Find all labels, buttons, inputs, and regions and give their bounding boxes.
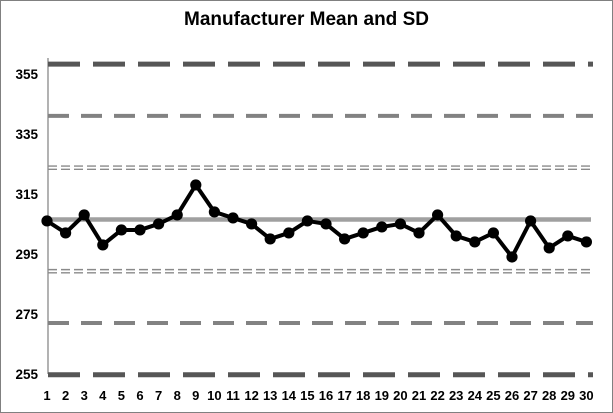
data-point-1 — [41, 215, 53, 227]
x-tick-label: 19 — [375, 388, 389, 403]
data-point-24 — [469, 236, 481, 248]
x-tick-label: 4 — [99, 388, 107, 403]
data-point-9 — [190, 179, 202, 191]
x-tick-label: 2 — [62, 388, 69, 403]
data-point-25 — [487, 227, 499, 239]
x-tick-label: 30 — [579, 388, 593, 403]
x-tick-label: 22 — [430, 388, 444, 403]
data-point-14 — [283, 227, 295, 239]
data-point-2 — [60, 227, 72, 239]
y-tick-label: 355 — [15, 67, 38, 82]
data-point-21 — [413, 227, 425, 239]
x-tick-label: 10 — [207, 388, 221, 403]
data-point-20 — [394, 218, 406, 230]
x-tick-label: 20 — [393, 388, 407, 403]
x-tick-label: 28 — [542, 388, 556, 403]
x-tick-label: 12 — [244, 388, 258, 403]
data-point-17 — [339, 233, 351, 245]
data-point-13 — [264, 233, 276, 245]
y-tick-label: 335 — [15, 127, 38, 142]
x-tick-label: 29 — [561, 388, 575, 403]
data-point-11 — [227, 212, 239, 224]
y-tick-label: 275 — [15, 307, 38, 322]
y-tick-label: 255 — [15, 367, 38, 382]
data-point-15 — [301, 215, 313, 227]
data-point-6 — [134, 224, 146, 236]
x-tick-label: 26 — [505, 388, 519, 403]
x-tick-label: 9 — [192, 388, 199, 403]
y-tick-label: 315 — [15, 187, 38, 202]
data-point-23 — [450, 230, 462, 242]
x-tick-label: 6 — [136, 388, 143, 403]
data-point-3 — [78, 209, 90, 221]
x-tick-label: 17 — [337, 388, 351, 403]
data-point-29 — [562, 230, 574, 242]
x-tick-label: 25 — [486, 388, 500, 403]
data-point-19 — [376, 221, 388, 233]
x-tick-label: 5 — [118, 388, 125, 403]
data-point-28 — [543, 242, 555, 254]
y-tick-label: 295 — [15, 247, 38, 262]
data-point-10 — [208, 206, 220, 218]
x-tick-label: 11 — [226, 388, 240, 403]
data-point-7 — [153, 218, 165, 230]
x-tick-label: 15 — [300, 388, 314, 403]
x-tick-label: 21 — [412, 388, 426, 403]
data-point-27 — [525, 215, 537, 227]
data-point-18 — [357, 227, 369, 239]
data-point-8 — [171, 209, 183, 221]
x-tick-label: 1 — [43, 388, 50, 403]
data-point-12 — [246, 218, 258, 230]
data-point-26 — [506, 251, 518, 263]
x-tick-label: 16 — [319, 388, 333, 403]
chart-title: Manufacturer Mean and SD — [184, 9, 429, 30]
x-tick-label: 13 — [263, 388, 277, 403]
x-tick-label: 3 — [81, 388, 88, 403]
x-tick-label: 24 — [468, 388, 483, 403]
x-tick-label: 7 — [155, 388, 162, 403]
x-tick-label: 18 — [356, 388, 370, 403]
x-tick-label: 14 — [282, 388, 297, 403]
data-point-30 — [580, 236, 593, 248]
data-point-22 — [432, 209, 444, 221]
data-point-5 — [115, 224, 127, 236]
data-point-16 — [320, 218, 332, 230]
data-point-4 — [97, 239, 109, 251]
x-tick-label: 27 — [523, 388, 537, 403]
x-tick-label: 23 — [449, 388, 463, 403]
x-tick-label: 8 — [174, 388, 181, 403]
